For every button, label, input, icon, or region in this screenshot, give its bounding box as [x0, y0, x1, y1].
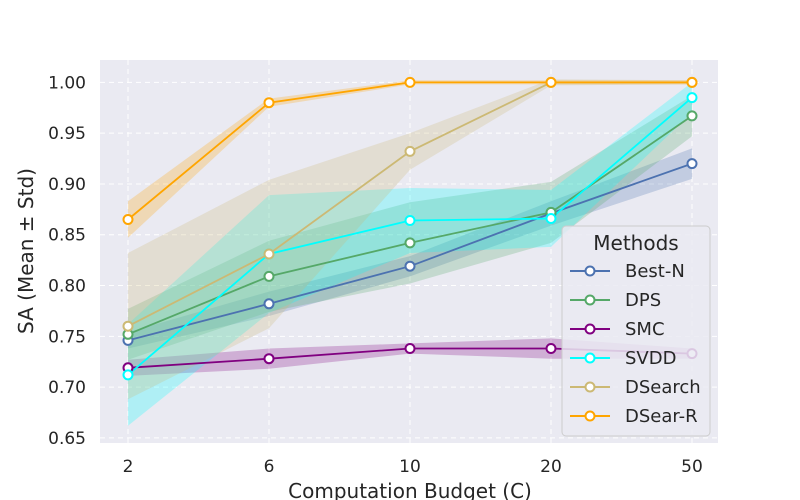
point-dsearch	[404, 145, 416, 157]
point-best-n	[686, 158, 698, 170]
y-tick-label: 0.95	[48, 124, 86, 144]
legend-label-svdd: SVDD	[625, 348, 676, 369]
point-smc	[263, 353, 275, 365]
legend-label-dsearch: DSearch	[625, 377, 701, 398]
point-dps	[263, 270, 275, 282]
x-tick-label: 2	[123, 457, 134, 477]
point-svdd	[545, 213, 557, 224]
legend-marker-dsear-r	[584, 410, 596, 422]
point-svdd	[122, 369, 134, 381]
point-best-n	[263, 298, 275, 310]
x-tick-label: 20	[540, 457, 562, 477]
y-tick-label: 0.75	[48, 327, 86, 347]
legend-label-dsear-r: DSear-R	[625, 406, 698, 427]
legend-label-best-n: Best-N	[625, 261, 685, 282]
point-dsear-r	[404, 76, 416, 88]
point-dps	[404, 237, 416, 249]
point-dsearch	[122, 320, 134, 332]
legend-title: Methods	[593, 231, 678, 255]
point-dps	[686, 110, 698, 122]
point-dsearch	[263, 248, 275, 260]
series-points	[122, 76, 698, 381]
point-smc	[545, 343, 557, 354]
point-dsear-r	[263, 97, 275, 109]
point-svdd	[686, 92, 698, 104]
legend-marker-dps	[584, 294, 596, 306]
x-tick-label: 6	[264, 457, 275, 477]
legend-marker-smc	[584, 323, 596, 335]
y-tick-label: 1.00	[48, 73, 86, 93]
y-tick-label: 0.85	[48, 226, 86, 246]
y-tick-labels: 0.65 0.70 0.75 0.80 0.85 0.90 0.95 1.00	[48, 73, 86, 449]
legend-marker-best-n	[584, 265, 596, 277]
band-svdd	[128, 82, 692, 426]
y-axis-label: SA (Mean ± Std)	[14, 168, 38, 334]
point-smc	[404, 343, 416, 354]
point-best-n	[404, 260, 416, 272]
legend-marker-dsearch	[584, 381, 596, 393]
point-dsear-r	[686, 76, 698, 88]
x-tick-labels: 2 6 10 20 50	[123, 457, 703, 477]
x-tick-label: 10	[399, 457, 421, 477]
x-tick-label: 50	[681, 457, 703, 477]
band-dsearch	[128, 79, 692, 400]
point-dsear-r	[122, 214, 134, 225]
point-dsear-r	[545, 76, 557, 88]
y-tick-label: 0.70	[48, 378, 86, 398]
point-svdd	[404, 215, 416, 226]
band-dps	[128, 95, 692, 360]
y-tick-label: 0.80	[48, 277, 86, 297]
legend-box	[561, 225, 711, 437]
legend: Methods Best-N DPS SMC SVDD DSearch DSear-R	[561, 225, 711, 437]
legend-label-dps: DPS	[625, 290, 661, 311]
y-tick-label: 0.90	[48, 175, 86, 195]
y-tick-label: 0.65	[48, 429, 86, 449]
legend-marker-svdd	[584, 352, 596, 364]
x-axis-label: Computation Budget (C)	[288, 479, 532, 500]
legend-label-smc: SMC	[625, 319, 665, 340]
